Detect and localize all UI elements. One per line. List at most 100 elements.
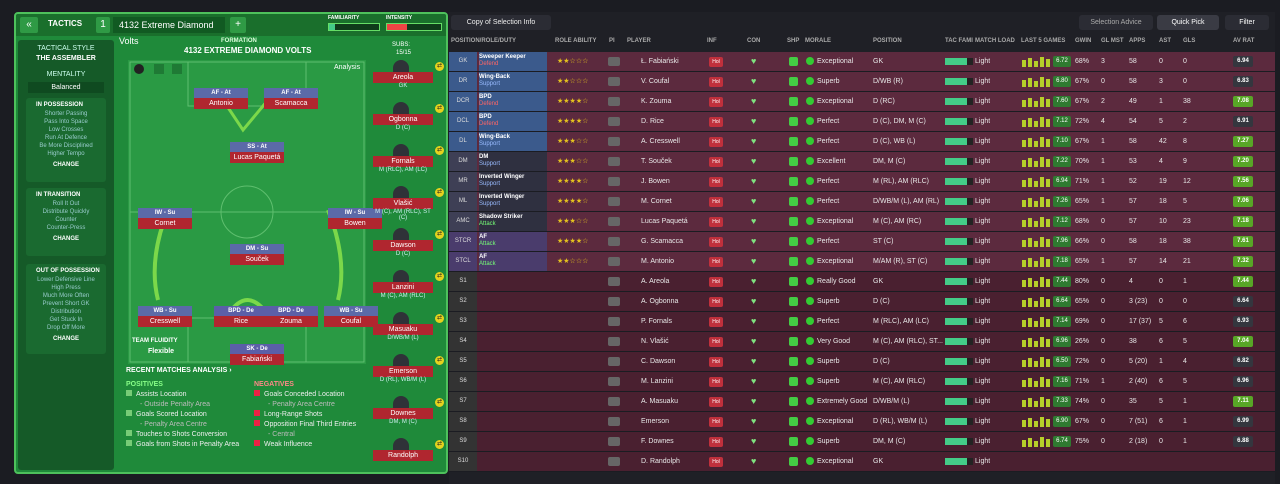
- table-row[interactable]: S10 D. Randolph Hol ♥ Exceptional GK Light: [449, 452, 1275, 472]
- sub-card[interactable]: Ogbonna D (C) ⇄: [373, 102, 444, 134]
- player-instructions-icon[interactable]: [608, 197, 620, 206]
- role-duty[interactable]: Wing-Back Support: [479, 132, 547, 151]
- table-row[interactable]: DCL BPD Defend ★★★★☆ D. Rice Hol ♥ Perfect D (C)…: [449, 112, 1275, 132]
- swap-icon[interactable]: ⇄: [435, 230, 444, 239]
- analysis-button[interactable]: Analysis: [334, 64, 361, 71]
- player-name[interactable]: J. Bowen: [641, 178, 670, 185]
- player-name[interactable]: K. Zouma: [641, 98, 672, 105]
- table-row[interactable]: DR Wing-Back Support ★★☆☆☆ V. Coufal Hol ♥ Supe…: [449, 72, 1275, 92]
- swap-icon[interactable]: ⇄: [435, 272, 444, 281]
- player-name[interactable]: A. Areola: [641, 278, 670, 285]
- column-header[interactable]: APPS: [1129, 38, 1146, 44]
- column-header[interactable]: POSITION/ROLE/DUTY: [451, 38, 517, 44]
- table-row[interactable]: DCR BPD Defend ★★★★☆ K. Zouma Hol ♥ Exceptional…: [449, 92, 1275, 112]
- player-instructions-icon[interactable]: [608, 97, 620, 106]
- player-instructions-icon[interactable]: [608, 257, 620, 266]
- role-duty[interactable]: AF Attack: [479, 232, 547, 251]
- player-instructions-icon[interactable]: [608, 157, 620, 166]
- player-name[interactable]: A. Ogbonna: [641, 298, 679, 305]
- swap-icon[interactable]: ⇄: [435, 188, 444, 197]
- column-header[interactable]: GLS: [1183, 38, 1196, 44]
- swap-icon[interactable]: ⇄: [435, 62, 444, 71]
- player-instructions-icon[interactable]: [608, 77, 620, 86]
- sub-card[interactable]: Lanzini M (C), AM (RLC) ⇄: [373, 270, 444, 302]
- table-row[interactable]: MR Inverted Winger Support ★★★★☆ J. Bowen Hol…: [449, 172, 1275, 192]
- player-name[interactable]: D. Rice: [641, 118, 664, 125]
- sub-card[interactable]: Randolph ⇄: [373, 438, 444, 470]
- player-name[interactable]: Ł. Fabiański: [641, 58, 679, 65]
- player-instructions-icon[interactable]: [608, 137, 620, 146]
- player-instructions-icon[interactable]: [608, 397, 620, 406]
- sub-card[interactable]: Fornals M (RLC), AM (LC) ⇄: [373, 144, 444, 176]
- role-duty[interactable]: Wing-Back Support: [479, 72, 547, 91]
- table-row[interactable]: S7 A. Masuaku Hol ♥ Extremely Good D/WB/M (L)…: [449, 392, 1275, 412]
- player-name[interactable]: Emerson: [641, 418, 670, 425]
- player-card[interactable]: SK - De Fabiański: [230, 344, 284, 374]
- selection-advice-button[interactable]: Selection Advice: [1079, 15, 1153, 30]
- column-header[interactable]: AV RAT: [1233, 38, 1255, 44]
- change-button[interactable]: CHANGE: [52, 162, 79, 168]
- table-row[interactable]: S6 M. Lanzini Hol ♥ Superb M (C), AM (RLC) Lig…: [449, 372, 1275, 392]
- chart-icon[interactable]: [154, 64, 164, 74]
- table-row[interactable]: AMC Shadow Striker Attack ★★★☆☆ Lucas Paquet…: [449, 212, 1275, 232]
- quick-pick-button[interactable]: Quick Pick: [1157, 15, 1219, 30]
- list-icon[interactable]: [172, 64, 182, 74]
- swap-icon[interactable]: ⇄: [435, 146, 444, 155]
- column-header[interactable]: TAC FAMI: [945, 38, 973, 44]
- player-card[interactable]: WB - Su Coufal: [324, 306, 378, 336]
- sub-card[interactable]: Emerson D (RL), WB/M (L) ⇄: [373, 354, 444, 386]
- change-button[interactable]: CHANGE: [52, 336, 79, 342]
- formation-name[interactable]: 4132 EXTREME DIAMOND VOLTS: [184, 46, 312, 55]
- player-instructions-icon[interactable]: [608, 297, 620, 306]
- table-row[interactable]: S3 P. Fornals Hol ♥ Perfect M (RLC), AM (LC) L…: [449, 312, 1275, 332]
- column-header[interactable]: GL MST: [1101, 38, 1124, 44]
- table-row[interactable]: DL Wing-Back Support ★★★☆☆ A. Cresswell Hol ♥ P…: [449, 132, 1275, 152]
- player-name[interactable]: G. Scamacca: [641, 238, 684, 245]
- player-name[interactable]: F. Downes: [641, 438, 674, 445]
- player-name[interactable]: N. Vlašić: [641, 338, 669, 345]
- player-card[interactable]: IW - Su Bowen: [328, 208, 382, 238]
- player-instructions-icon[interactable]: [608, 217, 620, 226]
- sub-card[interactable]: Masuaku D/WB/M (L) ⇄: [373, 312, 444, 344]
- player-card[interactable]: SS - At Lucas Paquetá: [230, 142, 284, 172]
- sub-card[interactable]: Downes DM, M (C) ⇄: [373, 396, 444, 428]
- table-row[interactable]: S9 F. Downes Hol ♥ Superb DM, M (C) Light 6.74 7…: [449, 432, 1275, 452]
- out-of-possession-box[interactable]: OUT OF POSSESSION Lower Defensive Line Hi…: [26, 264, 106, 354]
- role-duty[interactable]: Sweeper Keeper Defend: [479, 52, 547, 71]
- player-name[interactable]: C. Dawson: [641, 358, 676, 365]
- table-row[interactable]: S2 A. Ogbonna Hol ♥ Superb D (C) Light 6.64 65% 0…: [449, 292, 1275, 312]
- player-card[interactable]: AF - At Antonio: [194, 88, 248, 118]
- column-header[interactable]: SHP: [787, 38, 800, 44]
- player-name[interactable]: M. Lanzini: [641, 378, 673, 385]
- column-header[interactable]: INF: [707, 38, 717, 44]
- column-header[interactable]: GWIN: [1075, 38, 1092, 44]
- column-header[interactable]: CON: [747, 38, 761, 44]
- add-tactic-button[interactable]: +: [230, 17, 246, 33]
- player-instructions-icon[interactable]: [608, 277, 620, 286]
- role-duty[interactable]: Inverted Winger Support: [479, 172, 547, 191]
- in-possession-box[interactable]: IN POSSESSION Shorter Passing Pass Into S…: [26, 98, 106, 182]
- table-row[interactable]: S5 C. Dawson Hol ♥ Superb D (C) Light 6.50 72% 0 5…: [449, 352, 1275, 372]
- download-icon[interactable]: [134, 64, 144, 74]
- column-header[interactable]: PI: [609, 38, 615, 44]
- table-row[interactable]: ML Inverted Winger Support ★★★★☆ M. Cornet Ho…: [449, 192, 1275, 212]
- column-header[interactable]: LAST 5 GAMES: [1021, 38, 1066, 44]
- player-name[interactable]: T. Souček: [641, 158, 672, 165]
- swap-icon[interactable]: ⇄: [435, 104, 444, 113]
- player-name[interactable]: M. Cornet: [641, 198, 672, 205]
- player-instructions-icon[interactable]: [608, 457, 620, 466]
- role-duty[interactable]: BPD Defend: [479, 92, 547, 111]
- role-duty[interactable]: AF Attack: [479, 252, 547, 271]
- table-row[interactable]: STCR AF Attack ★★★★☆ G. Scamacca Hol ♥ Perfect S…: [449, 232, 1275, 252]
- player-instructions-icon[interactable]: [608, 57, 620, 66]
- table-row[interactable]: S8 Emerson Hol ♥ Exceptional D (RL), WB/M (L)…: [449, 412, 1275, 432]
- player-card[interactable]: BPD - De Rice: [214, 306, 268, 336]
- player-instructions-icon[interactable]: [608, 417, 620, 426]
- sub-card[interactable]: Vlašić M (C), AM (RLC), ST (C) ⇄: [373, 186, 444, 221]
- role-duty[interactable]: DM Support: [479, 152, 547, 171]
- mentality-select[interactable]: Balanced: [28, 82, 104, 93]
- player-instructions-icon[interactable]: [608, 317, 620, 326]
- player-name[interactable]: A. Cresswell: [641, 138, 680, 145]
- sub-card[interactable]: Dawson D (C) ⇄: [373, 228, 444, 260]
- analysis-title[interactable]: RECENT MATCHES ANALYSIS ›: [126, 367, 232, 374]
